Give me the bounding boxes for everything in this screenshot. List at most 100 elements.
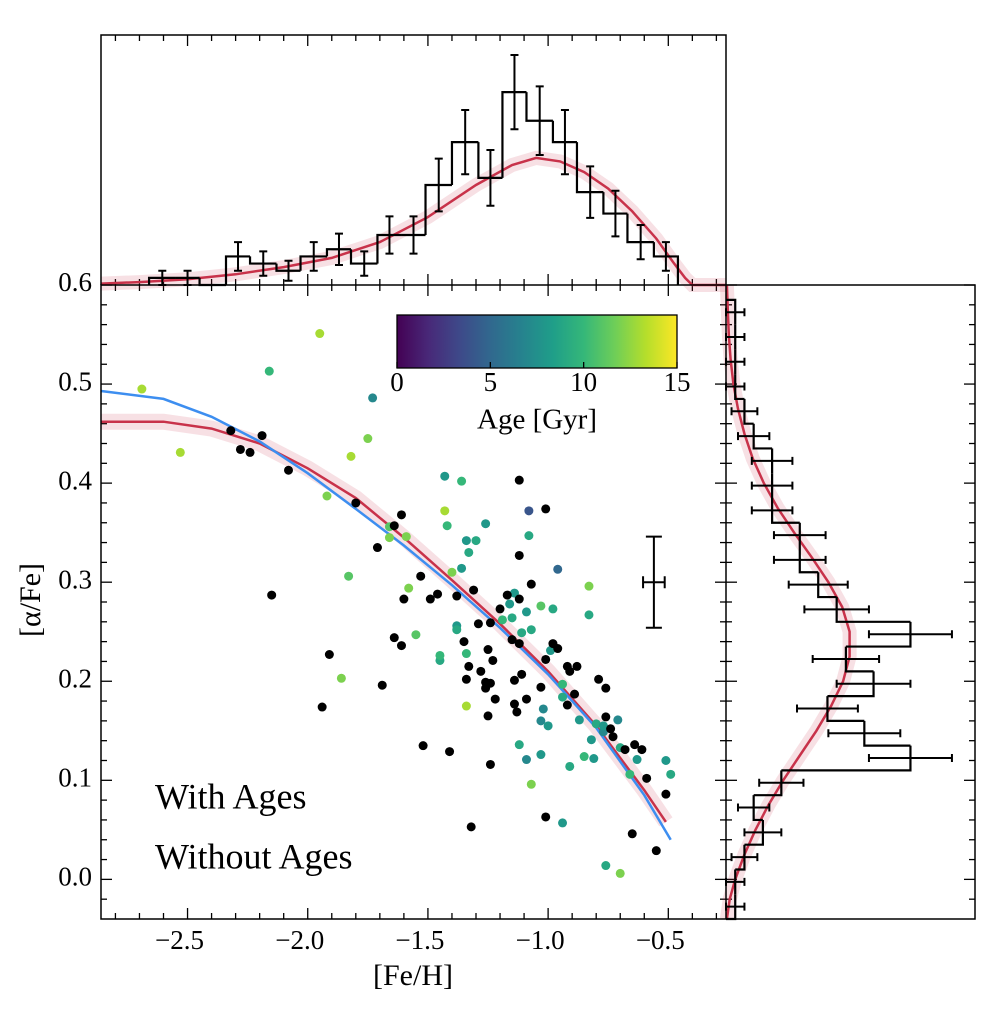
error-bar (736, 432, 771, 441)
error-bar (787, 580, 849, 589)
histogram-step (735, 844, 746, 871)
star-point (137, 384, 147, 394)
star-point (452, 625, 462, 635)
legend-entry: With Ages (155, 776, 307, 816)
error-bar (867, 754, 953, 763)
model-band (101, 413, 673, 827)
histogram-step (450, 141, 479, 185)
y-axis-label: [α/Fe] (14, 563, 47, 637)
error-bar-x (642, 576, 666, 589)
star-point (632, 755, 642, 765)
star-point (377, 680, 387, 690)
star-point (536, 682, 546, 692)
error-bar (409, 215, 418, 255)
star-point (562, 700, 572, 710)
star-point (507, 635, 517, 645)
model-line (725, 284, 851, 920)
histogram-step (248, 256, 277, 265)
star-point (476, 666, 486, 676)
star-point (416, 571, 426, 581)
star-point (245, 447, 255, 457)
star-point (351, 498, 361, 508)
star-point (389, 521, 399, 531)
x-tick-label: −1.5 (395, 925, 444, 955)
histogram-step (752, 795, 763, 822)
star-point (620, 745, 630, 755)
histogram-step (753, 770, 783, 797)
star-point (521, 607, 531, 617)
histogram-step (744, 819, 764, 846)
error-bar (835, 679, 912, 688)
star-point (344, 571, 354, 581)
star-point (584, 610, 594, 620)
star-point (613, 715, 623, 725)
star-point (469, 585, 479, 595)
error-bar (730, 407, 759, 416)
star-point (637, 745, 647, 755)
histogram-step (477, 142, 503, 179)
error-bar (636, 224, 645, 261)
error-bar (360, 250, 369, 277)
star-point (526, 579, 536, 589)
star-point (536, 601, 546, 611)
histogram-step (424, 183, 452, 235)
main-frame (100, 284, 727, 920)
y-tick-label: 0.5 (58, 366, 92, 396)
x-tick-label: −0.5 (636, 925, 685, 955)
star-point (615, 868, 625, 878)
star-point (440, 471, 450, 481)
star-point (509, 675, 519, 685)
star-point (651, 846, 661, 856)
error-bar (827, 729, 902, 738)
error-bar (867, 630, 953, 639)
star-point (558, 692, 568, 702)
star-point (625, 769, 635, 779)
error-bar (334, 232, 343, 266)
histogram-step (845, 621, 912, 648)
star-point (497, 615, 507, 625)
star-point (466, 822, 476, 832)
x-tick-label: −2.0 (275, 925, 324, 955)
colorbar (396, 314, 678, 369)
error-bar (611, 189, 620, 238)
x-tick-label: −1.0 (516, 925, 565, 955)
star-point (591, 719, 601, 729)
star-point (521, 755, 531, 765)
star-point (445, 747, 455, 757)
star-point (553, 564, 563, 574)
star-point (267, 590, 277, 600)
star-point (473, 619, 483, 629)
star-point (464, 547, 474, 557)
star-point (630, 740, 640, 750)
star-point (404, 583, 414, 593)
star-point (433, 589, 443, 599)
star-point (514, 639, 524, 649)
y-tick-label: 0.0 (58, 862, 92, 892)
star-point (606, 724, 616, 734)
right-frame (726, 284, 976, 920)
histogram-step (551, 120, 577, 144)
star-point (541, 504, 551, 514)
star-point (666, 769, 676, 779)
star-point (363, 434, 373, 444)
star-point (558, 818, 568, 828)
star-point (601, 712, 611, 722)
star-point (495, 604, 505, 614)
star-point (608, 732, 618, 742)
histogram-step (743, 398, 754, 425)
error-bar (803, 605, 870, 614)
star-point (346, 451, 356, 461)
star-point (536, 750, 546, 760)
histogram-step (835, 597, 911, 623)
star-point (459, 637, 469, 647)
star-point (538, 704, 548, 714)
error-bar (461, 109, 470, 176)
y-tick-label: 0.6 (58, 267, 92, 297)
error-bar (750, 481, 794, 490)
star-point (661, 756, 671, 765)
star-point (411, 630, 421, 640)
histogram-step (349, 249, 378, 265)
star-point (447, 567, 457, 577)
